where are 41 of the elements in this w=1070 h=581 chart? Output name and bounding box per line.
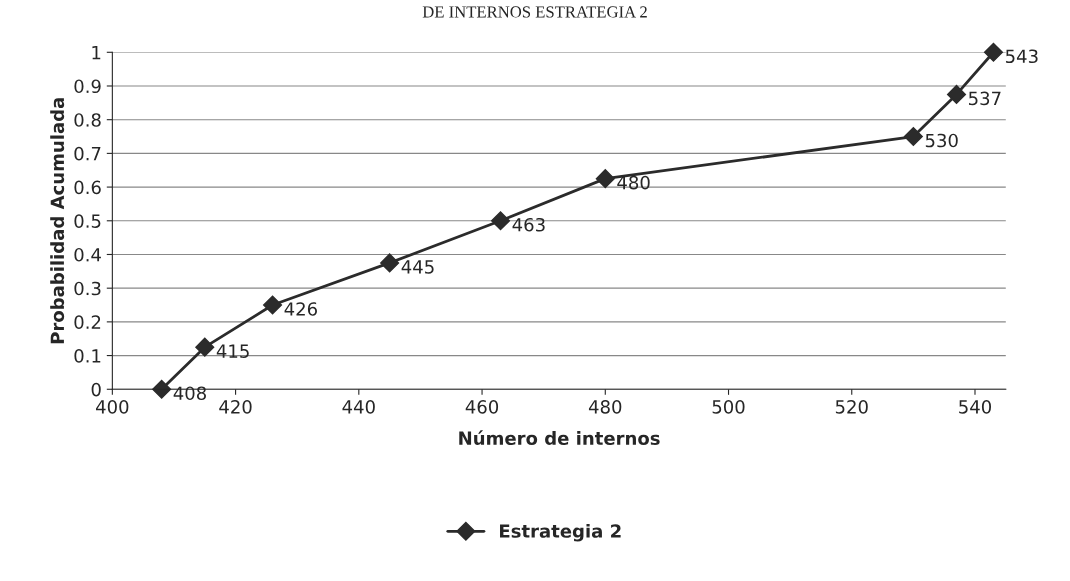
y-tick-label: 0.9 — [74, 79, 101, 94]
annotation: 408 — [173, 386, 206, 401]
legend-label: Estrategia 2 — [500, 523, 621, 542]
x-tick-label: 480 — [588, 400, 622, 414]
y-tick-label: 0.1 — [74, 349, 101, 363]
y-tick-label: 1 — [92, 45, 101, 60]
annotation: 537 — [969, 91, 1001, 106]
x-tick-label: 520 — [835, 400, 868, 414]
y-tick-label: 0 — [91, 382, 101, 397]
point — [595, 169, 615, 189]
x-tick-label: 460 — [465, 400, 499, 414]
annotation: 463 — [512, 217, 545, 232]
annotation: 415 — [216, 344, 249, 358]
point — [195, 337, 215, 357]
x-tick-label: 400 — [96, 400, 129, 414]
x-tick-label: 440 — [342, 400, 375, 414]
y-axis-title: Probabilidad Acumulada — [50, 98, 65, 344]
x-axis-title: Número de internos — [459, 430, 660, 446]
x-tick-label: 540 — [959, 400, 992, 414]
point — [263, 295, 283, 315]
y-tick-label: 0.2 — [74, 315, 101, 329]
y-tick-label: 0.7 — [74, 146, 101, 161]
y-tick-label: 0.4 — [74, 247, 101, 262]
point — [903, 127, 923, 147]
point — [983, 42, 1004, 62]
y-tick-label: 0.8 — [74, 113, 101, 127]
annotation: 445 — [401, 260, 434, 274]
annotation: 530 — [925, 133, 958, 148]
y-tick-label: 0.3 — [74, 281, 101, 296]
chart-title: DE INTERNOS ESTRATEGIA 2 — [422, 6, 647, 18]
annotation: 480 — [617, 175, 650, 190]
point — [152, 379, 172, 399]
point — [491, 211, 511, 231]
annotation: 426 — [284, 302, 317, 316]
point — [946, 84, 967, 104]
point — [380, 253, 400, 273]
annotation: 543 — [1005, 49, 1038, 64]
x-tick-label: 500 — [712, 400, 745, 414]
y-tick-label: 0.5 — [74, 214, 101, 228]
y-tick-label: 0.6 — [74, 180, 101, 195]
x-tick-label: 420 — [219, 400, 252, 414]
